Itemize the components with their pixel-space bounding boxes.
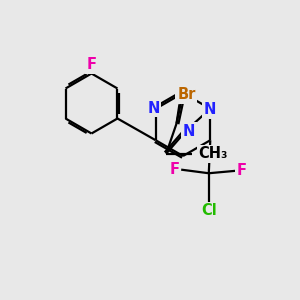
Text: N: N (204, 102, 217, 117)
Text: F: F (169, 162, 180, 177)
Text: F: F (237, 163, 247, 178)
Text: N: N (183, 124, 196, 139)
Text: CH₃: CH₃ (199, 146, 228, 161)
Text: N: N (147, 101, 160, 116)
Text: Br: Br (177, 87, 196, 102)
Text: F: F (86, 57, 97, 72)
Text: F: F (86, 56, 97, 71)
Text: Cl: Cl (201, 203, 217, 218)
